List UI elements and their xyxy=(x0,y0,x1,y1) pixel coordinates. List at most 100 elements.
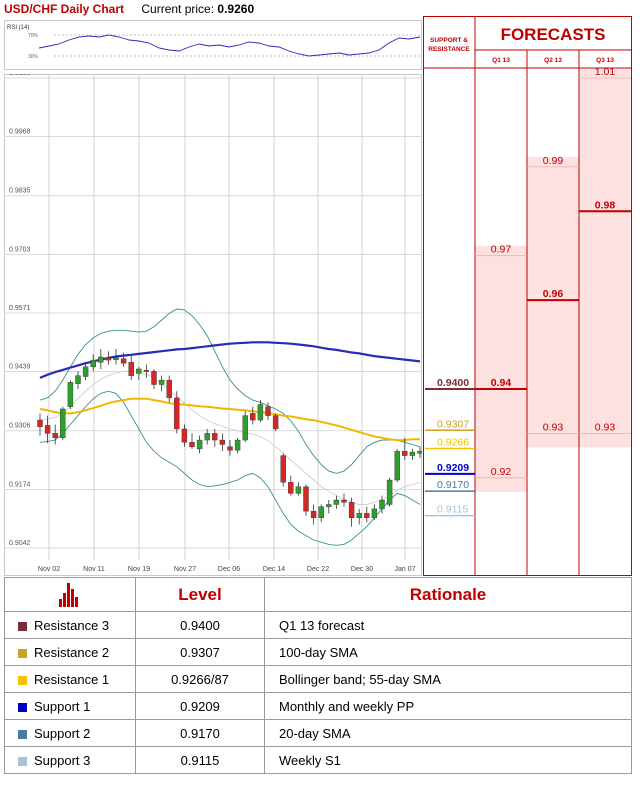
current-price-value: 0.9260 xyxy=(217,2,255,16)
candle-body xyxy=(158,379,165,385)
level-value-cell: 0.9170 xyxy=(135,719,265,747)
candle-body xyxy=(37,419,43,427)
candle-body xyxy=(303,486,309,512)
support-resistance-label: RESISTANCE xyxy=(428,46,470,53)
candle-body xyxy=(75,375,81,384)
level-color-swatch xyxy=(18,621,27,631)
candle-body xyxy=(409,451,416,456)
level-label: 0.9115 xyxy=(437,504,468,516)
bollinger-lower-line xyxy=(39,390,421,546)
level-type-label: Resistance 3 xyxy=(34,617,110,633)
candle xyxy=(310,504,317,525)
candle xyxy=(75,371,81,389)
candle xyxy=(409,448,416,461)
candle xyxy=(67,380,74,409)
candle xyxy=(136,366,142,381)
candle-body xyxy=(120,358,127,364)
level-type-label: Resistance 2 xyxy=(34,644,110,660)
candle-body xyxy=(318,506,324,518)
candle xyxy=(219,433,226,452)
candle xyxy=(417,446,422,458)
candle xyxy=(303,484,309,516)
candle-body xyxy=(189,442,195,447)
candle xyxy=(257,400,264,423)
x-tick-label: Dec 30 xyxy=(351,566,373,573)
levels-table-header: Level Rationale xyxy=(4,577,632,612)
forecast-range-band xyxy=(527,156,579,448)
candle xyxy=(295,482,302,496)
level-type-cell: Resistance 3 xyxy=(4,611,136,639)
candle xyxy=(333,495,340,509)
candle-body xyxy=(250,413,256,421)
candle-body xyxy=(174,397,180,430)
current-price-label: Current price: xyxy=(141,2,215,16)
candle xyxy=(174,391,180,434)
rationale-cell: Weekly S1 xyxy=(264,746,632,774)
candle xyxy=(234,437,241,454)
level-label: 0.9400 xyxy=(437,377,469,389)
forecast-value: 0.97 xyxy=(491,244,512,256)
candle-body xyxy=(371,508,378,518)
candle xyxy=(348,497,355,527)
candle xyxy=(379,495,385,514)
candle xyxy=(386,477,393,507)
candle-body xyxy=(417,450,422,454)
forecast-range-band xyxy=(475,245,527,492)
candle-body xyxy=(265,406,271,416)
level-color-swatch xyxy=(18,756,27,766)
candle xyxy=(90,354,96,372)
level-type-label: Support 1 xyxy=(34,698,91,714)
candle xyxy=(37,413,43,436)
candle-body xyxy=(326,504,332,507)
levels-table: Level Rationale Resistance 3 0.9400 Q1 13 … xyxy=(4,577,632,774)
level-type-cell: Resistance 2 xyxy=(4,638,136,666)
candle xyxy=(212,428,218,447)
forecast-value: 0.93 xyxy=(595,421,616,433)
x-tick-label: Nov 19 xyxy=(128,566,150,573)
rsi-panel: RSI (14) 70% 30% xyxy=(4,20,422,70)
forecast-value: 0.96 xyxy=(543,288,564,300)
candle xyxy=(151,368,157,389)
price-chart: 1.0100 0.9968 0.9835 0.9703 0.9571 0.9439 0.93… xyxy=(4,74,422,576)
candle-body xyxy=(60,408,66,439)
level-value-cell: 0.9266/87 xyxy=(135,665,265,693)
candle-body xyxy=(181,428,188,443)
x-tick-label: Dec 22 xyxy=(307,566,329,573)
level-type-cell: Support 3 xyxy=(4,746,136,774)
rationale-cell: 100-day SMA xyxy=(264,638,632,666)
candle-body xyxy=(234,439,241,451)
candle-body xyxy=(90,359,96,367)
candle xyxy=(60,406,66,441)
y-tick-label: 0.9042 xyxy=(9,540,31,547)
chart-header: USD/CHF Daily Chart Current price: 0.926… xyxy=(4,2,254,18)
candle-body xyxy=(348,502,355,518)
y-tick-label: 0.9571 xyxy=(9,305,31,312)
candle xyxy=(288,475,294,496)
candle xyxy=(98,348,104,369)
candle xyxy=(204,428,210,445)
rationale-cell: Q1 13 forecast xyxy=(264,611,632,639)
forecasts-title: FORECASTS xyxy=(501,25,606,44)
candle xyxy=(105,351,112,365)
level-value-cell: 0.9400 xyxy=(135,611,265,639)
ma20-line xyxy=(39,370,421,505)
chart-title: USD/CHF Daily Chart xyxy=(4,2,125,16)
rationale-cell: Monthly and weekly PP xyxy=(264,692,632,720)
rsi-upper-label: 70% xyxy=(28,33,39,39)
rationale-cell: 20-day SMA xyxy=(264,719,632,747)
candle-body xyxy=(82,366,89,377)
candle xyxy=(265,402,271,421)
x-tick-label: Nov 27 xyxy=(174,566,196,573)
candle-body xyxy=(242,415,248,441)
candle xyxy=(402,437,408,461)
candle xyxy=(189,433,195,449)
x-tick-label: Jan 07 xyxy=(394,566,415,573)
level-color-swatch xyxy=(18,702,27,712)
candle xyxy=(166,375,172,403)
sma55-line xyxy=(39,397,420,442)
y-tick-label: 1.0100 xyxy=(9,74,31,77)
candle-body xyxy=(44,425,51,434)
level-value-cell: 0.9209 xyxy=(135,692,265,720)
forecast-value: 1.01 xyxy=(595,66,616,78)
rationale-cell: Bollinger band; 55-day SMA xyxy=(264,665,632,693)
